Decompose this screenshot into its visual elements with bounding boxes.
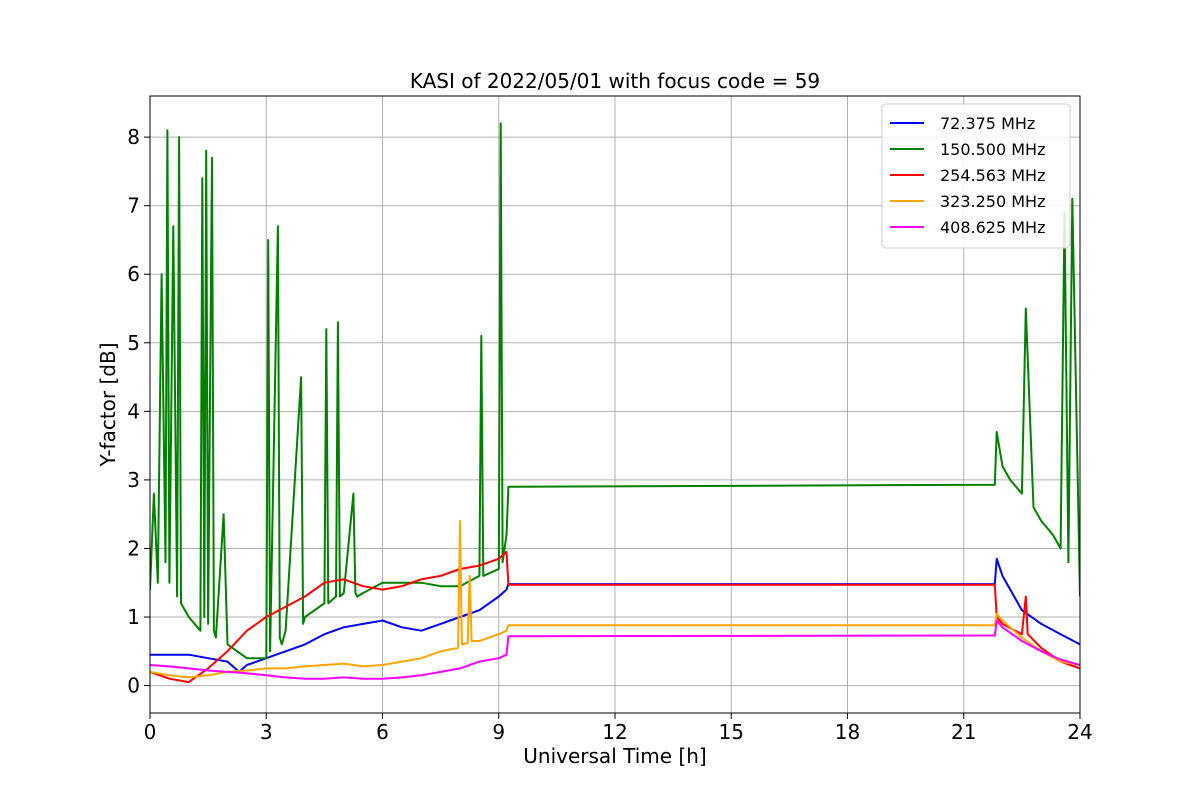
y-tick-label: 3 (127, 468, 140, 492)
series-line-5 (150, 619, 1080, 680)
series-line-2 (150, 122, 1080, 660)
y-tick-label: 1 (127, 605, 140, 629)
series-group (150, 122, 1080, 684)
legend-label: 72.375 MHz (940, 114, 1035, 133)
x-tick-label: 12 (602, 720, 627, 744)
x-tick-label: 6 (376, 720, 389, 744)
y-tick-label: 4 (127, 399, 140, 423)
x-tick-label: 3 (260, 720, 273, 744)
legend-label: 408.625 MHz (940, 218, 1045, 237)
y-tick-label: 0 (127, 674, 140, 698)
x-tick-label: 0 (144, 720, 157, 744)
series-line-1 (150, 557, 1080, 673)
y-tick-label: 6 (127, 262, 140, 286)
series-line-3 (150, 550, 1080, 684)
chart-title: KASI of 2022/05/01 with focus code = 59 (410, 69, 820, 93)
legend: 72.375 MHz 150.500 MHz 254.563 MHz 323.250 … (881, 103, 1071, 249)
y-tick-label: 7 (127, 194, 140, 218)
x-tick-label: 9 (492, 720, 505, 744)
x-tick-label: 15 (719, 720, 744, 744)
y-axis-label: Y-factor [dB] (96, 342, 120, 467)
legend-label: 254.563 MHz (940, 166, 1045, 185)
x-tick-label: 18 (835, 720, 860, 744)
y-tick-label: 2 (127, 536, 140, 560)
x-tick-label: 21 (951, 720, 976, 744)
y-tick-label: 5 (127, 331, 140, 355)
plot-area (150, 122, 1080, 684)
y-tick-label: 8 (127, 125, 140, 149)
x-axis-label: Universal Time [h] (523, 744, 706, 768)
x-tick-label: 24 (1067, 720, 1092, 744)
series-line-4 (150, 520, 1080, 679)
legend-label: 150.500 MHz (940, 140, 1045, 159)
legend-label: 323.250 MHz (940, 192, 1045, 211)
legend-box (881, 103, 1071, 249)
